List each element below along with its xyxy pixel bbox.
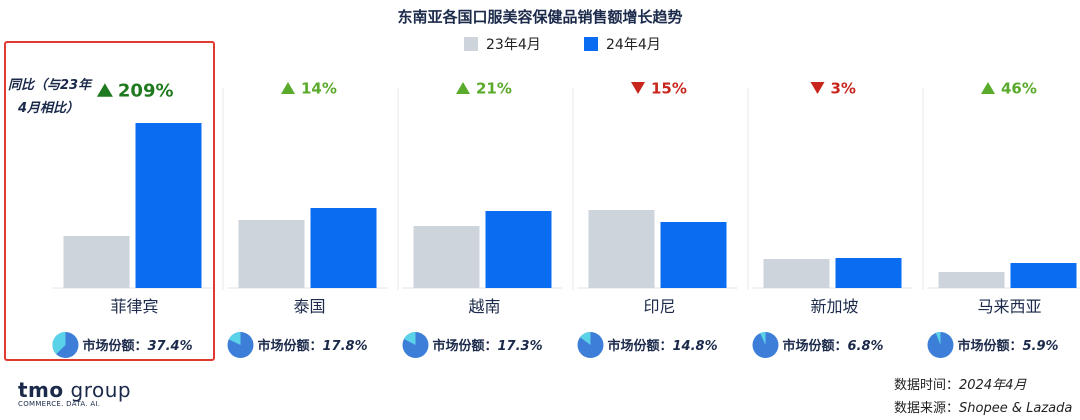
growth-arrow-up-icon (981, 82, 995, 94)
market-share-label: 市场份额：17.8% (258, 338, 368, 354)
growth-value: 14% (301, 79, 337, 97)
growth-value: 21% (476, 79, 512, 97)
data-source-label: 数据来源： (894, 401, 960, 416)
category-label: 印尼 (643, 297, 675, 316)
data-time-value: 2024年4月 (959, 378, 1027, 393)
category-label: 新加坡 (810, 297, 858, 316)
market-share-pie-slice (935, 332, 941, 345)
highlight-box-philippines (4, 41, 215, 361)
bar-2024-1 (135, 123, 202, 288)
category-label: 泰国 (293, 297, 325, 316)
chart-title: 东南亚各国口服美容保健品销售额增长趋势 (397, 8, 683, 26)
legend-swatch-2023 (464, 37, 478, 51)
bar-2024-5 (835, 258, 902, 288)
brand-logo: tmo group COMMERCE. DATA. AI. (18, 378, 131, 408)
legend-item-2024: 24年4月 (584, 34, 661, 54)
growth-value: 46% (1001, 79, 1037, 97)
yoy-label-line-1: 同比（与23年 (8, 78, 92, 93)
category-label: 菲律宾 (110, 297, 158, 316)
growth-arrow-up-icon (281, 82, 295, 94)
market-share-pie-slice (403, 332, 416, 345)
market-share-label: 市场份额：37.4% (83, 338, 193, 354)
source-block: 数据时间：2024年4月 数据来源：Shopee & Lazada (894, 374, 1072, 420)
data-time: 数据时间：2024年4月 (894, 374, 1072, 397)
growth-arrow-up-icon (456, 82, 470, 94)
market-share-label: 市场份额：6.8% (783, 338, 884, 354)
market-share-pie-slice (52, 332, 66, 355)
market-share-pie-slice (580, 332, 591, 345)
growth-arrow-down-icon (631, 82, 645, 94)
legend-label-2023: 23年4月 (486, 37, 541, 53)
growth-value: 15% (651, 79, 687, 97)
bar-2023-1 (63, 236, 130, 288)
market-share-pie-slice (760, 332, 766, 345)
legend-label-2024: 24年4月 (606, 37, 661, 53)
brand-name-a: tmo (18, 378, 64, 402)
market-share-label: 市场份额：14.8% (608, 338, 718, 354)
bar-2023-3 (413, 226, 480, 288)
bar-2024-3 (485, 211, 552, 288)
growth-arrow-up-icon (96, 83, 113, 97)
bar-2024-2 (310, 208, 377, 288)
data-time-label: 数据时间： (894, 378, 960, 393)
category-label: 马来西亚 (977, 297, 1041, 316)
brand-name: tmo group (18, 378, 131, 402)
data-source-value: Shopee & Lazada (959, 401, 1073, 416)
data-source: 数据来源：Shopee & Lazada (894, 397, 1072, 420)
growth-value: 209% (118, 80, 174, 101)
growth-arrow-down-icon (810, 82, 825, 94)
legend: 23年4月 24年4月 (0, 34, 1080, 54)
growth-value: 3% (831, 79, 856, 97)
bar-2023-4 (588, 210, 655, 288)
market-share-label: 市场份额：5.9% (958, 338, 1059, 354)
brand-tagline: COMMERCE. DATA. AI. (18, 400, 101, 408)
bar-2023-6 (938, 272, 1005, 288)
bar-2023-5 (763, 259, 830, 288)
market-share-pie-slice (228, 332, 241, 345)
bar-2023-2 (238, 220, 305, 288)
legend-item-2023: 23年4月 (464, 34, 541, 54)
category-label: 越南 (468, 297, 500, 316)
yoy-label-line-2: 4月相比） (18, 101, 80, 116)
legend-swatch-2024 (584, 37, 598, 51)
market-share-label: 市场份额：17.3% (433, 338, 543, 354)
brand-name-b: group (63, 378, 132, 402)
bar-2024-4 (660, 222, 727, 288)
bar-2024-6 (1010, 263, 1077, 288)
yoy-label: 同比（与23年 4月相比） (8, 74, 91, 120)
